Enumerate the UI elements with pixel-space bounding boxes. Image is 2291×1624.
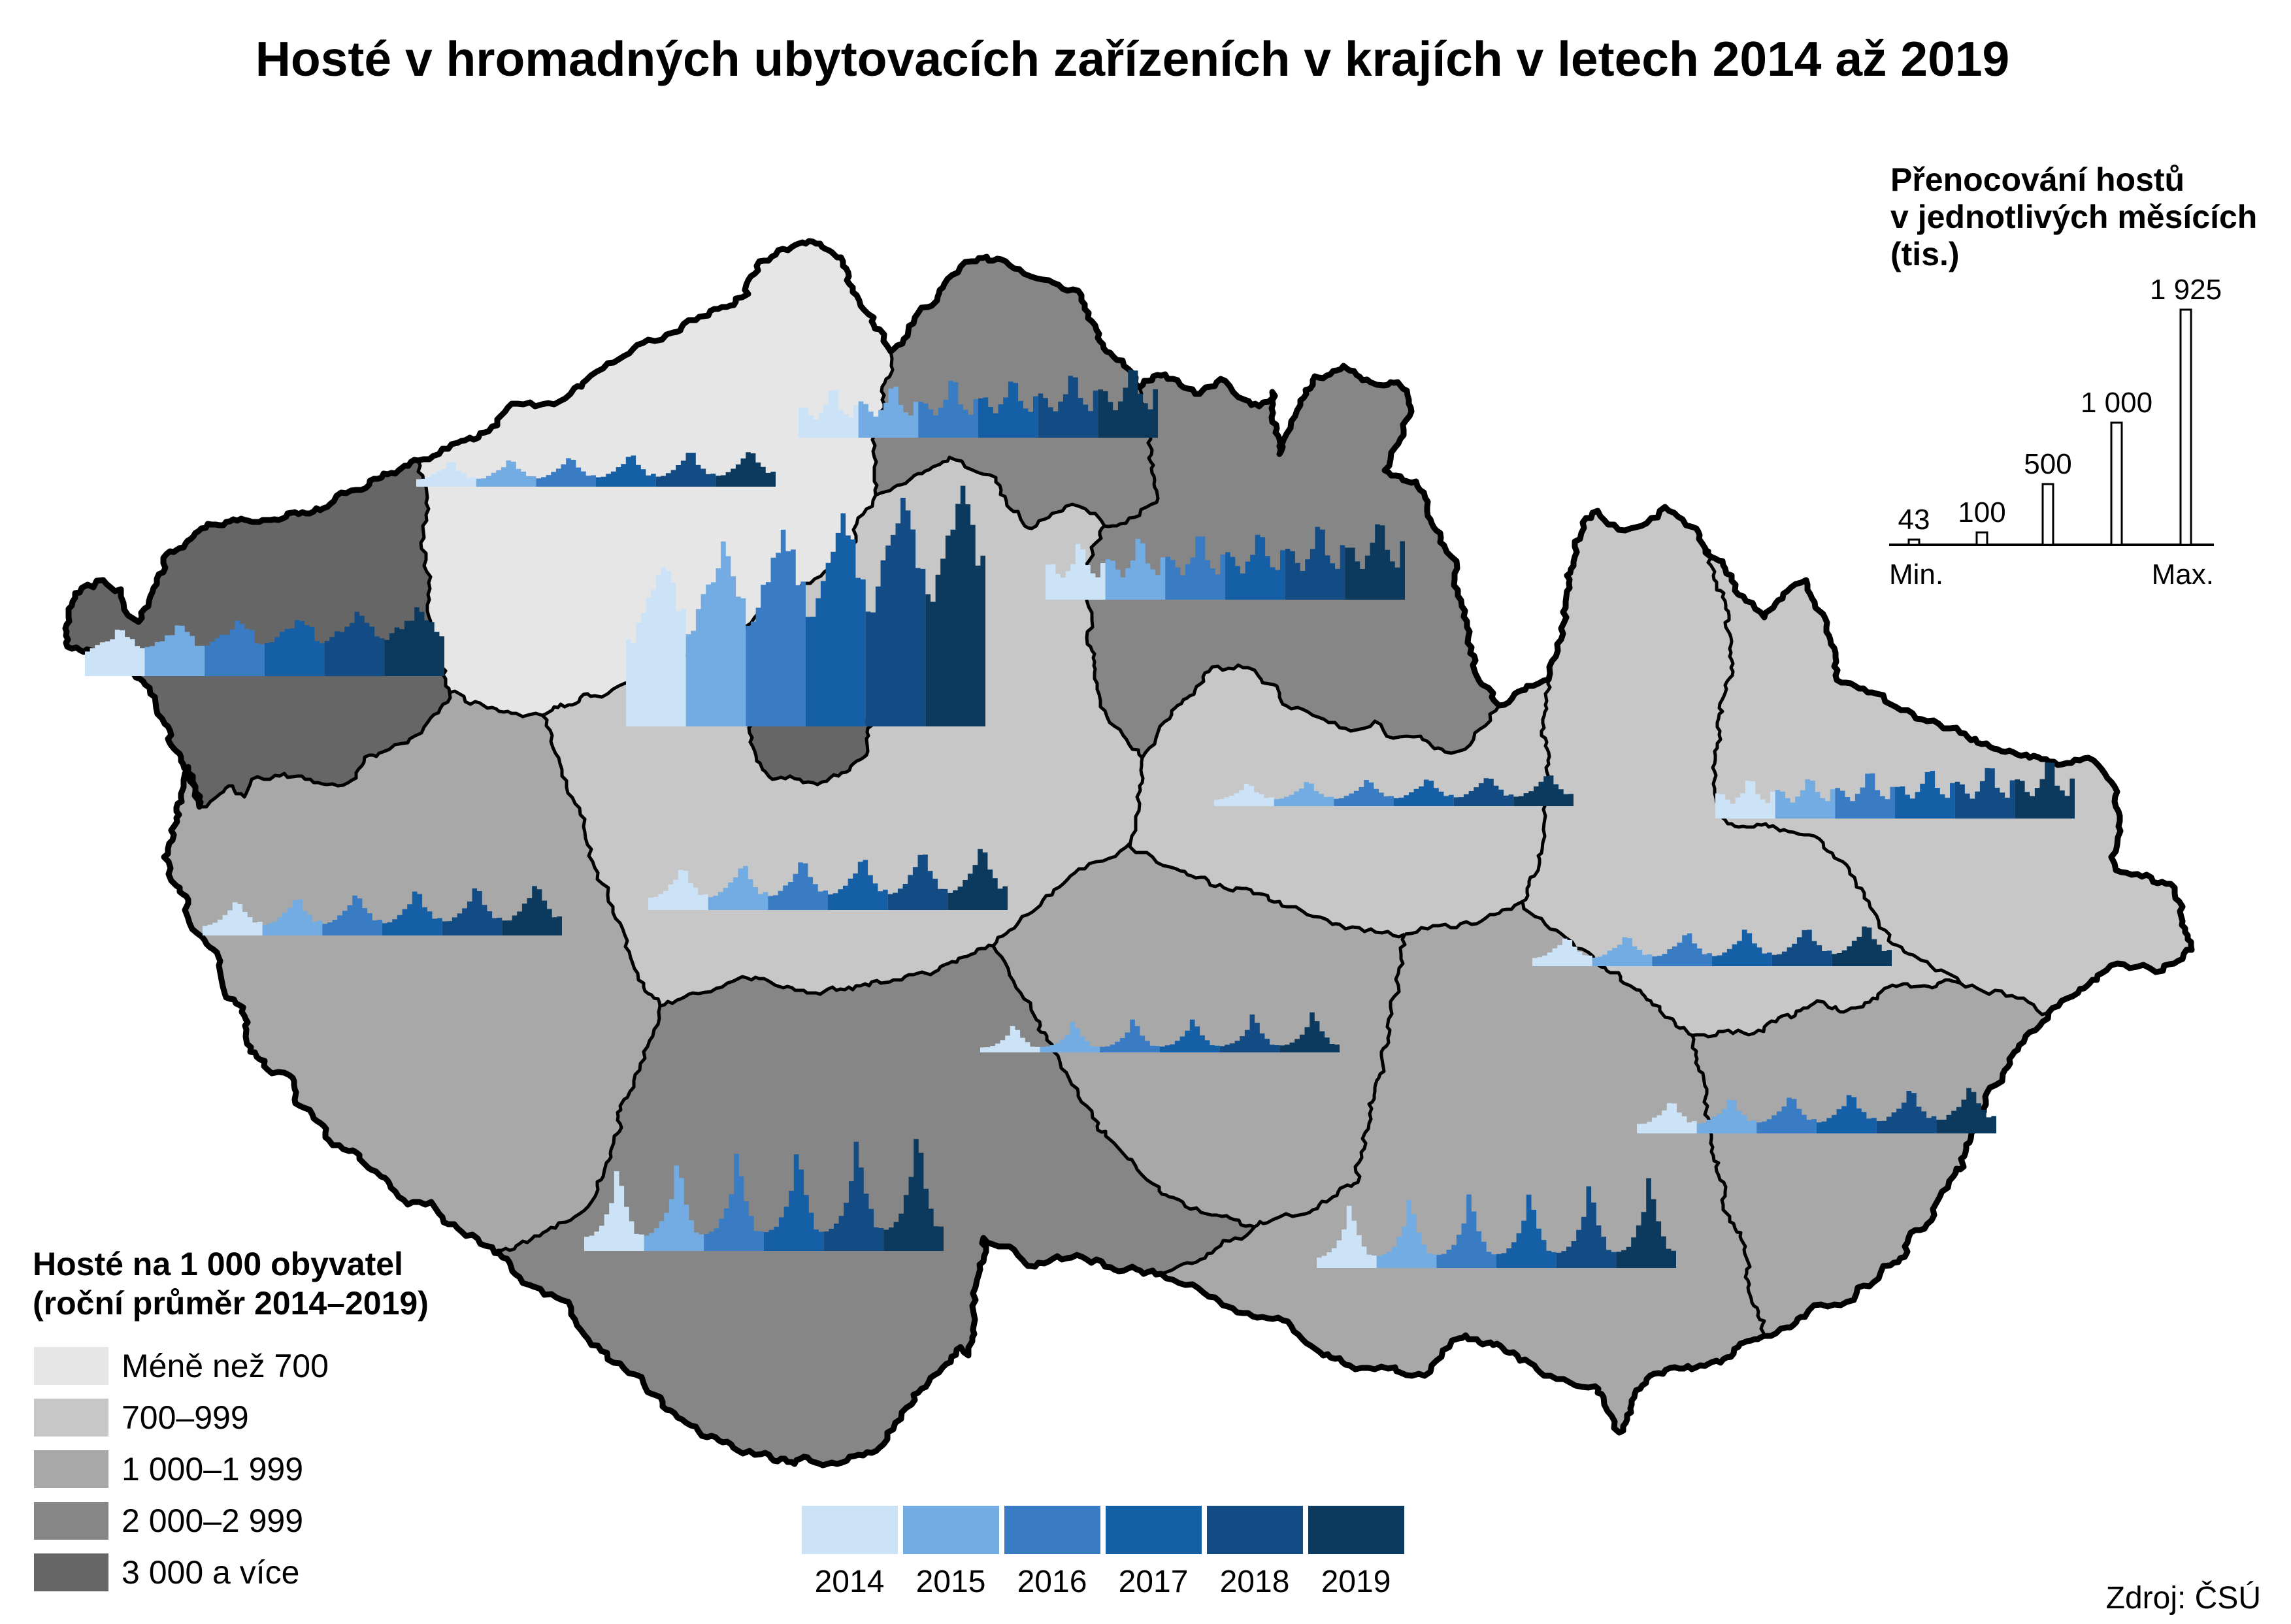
svg-text:2016: 2016: [1017, 1565, 1087, 1599]
svg-text:43: 43: [1898, 504, 1930, 536]
svg-text:Přenocování hostů: Přenocování hostů: [1890, 161, 2184, 198]
svg-text:100: 100: [1958, 496, 2005, 528]
svg-text:(tis.): (tis.): [1890, 236, 1960, 272]
svg-text:1 925: 1 925: [2150, 274, 2222, 306]
svg-text:2014: 2014: [815, 1565, 885, 1599]
svg-text:Hosté na 1 000 obyvatel: Hosté na 1 000 obyvatel: [33, 1246, 403, 1282]
svg-text:2 000–2 999: 2 000–2 999: [122, 1502, 303, 1539]
svg-text:Max.: Max.: [2152, 559, 2214, 591]
svg-text:2019: 2019: [1321, 1565, 1391, 1599]
svg-text:700–999: 700–999: [122, 1399, 249, 1436]
svg-text:Méně než 700: Méně než 700: [122, 1348, 329, 1384]
svg-text:1 000: 1 000: [2081, 387, 2152, 419]
svg-text:Hosté v hromadných ubytovacích: Hosté v hromadných ubytovacích zařízeníc…: [255, 31, 2010, 86]
svg-text:3 000 a více: 3 000 a více: [122, 1554, 299, 1591]
svg-text:2017: 2017: [1119, 1565, 1189, 1599]
svg-text:Zdroj: ČSÚ: Zdroj: ČSÚ: [2106, 1580, 2261, 1616]
svg-text:Min.: Min.: [1889, 559, 1943, 591]
svg-text:2015: 2015: [916, 1565, 986, 1599]
svg-text:2018: 2018: [1220, 1565, 1290, 1599]
svg-text:500: 500: [2024, 448, 2071, 480]
svg-text:1 000–1 999: 1 000–1 999: [122, 1451, 303, 1487]
svg-text:(roční průměr 2014–2019): (roční průměr 2014–2019): [33, 1285, 429, 1322]
svg-text:v jednotlivých měsících: v jednotlivých měsících: [1890, 199, 2257, 235]
